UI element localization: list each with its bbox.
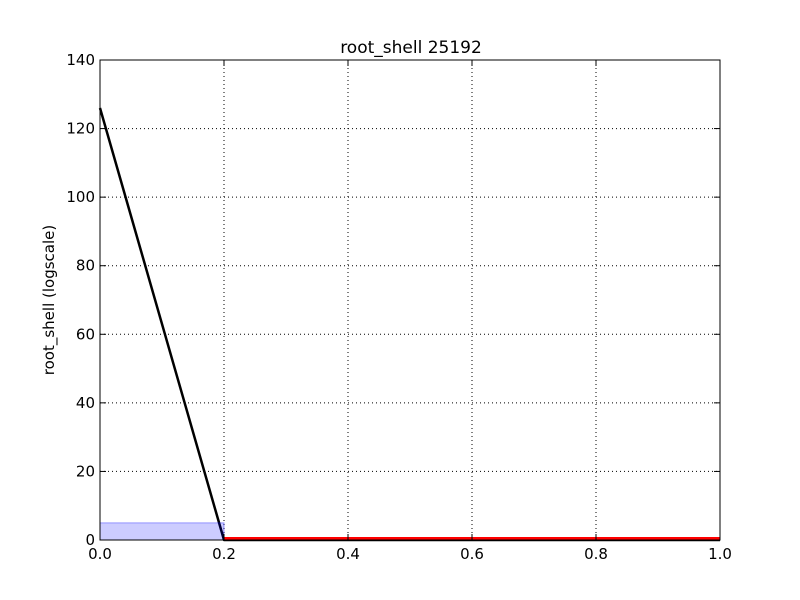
plot-series xyxy=(98,107,720,542)
x-tick-label: 0.0 xyxy=(88,545,112,563)
y-tick-label: 140 xyxy=(66,51,95,69)
y-tick-label: 40 xyxy=(76,394,95,412)
x-tick-label: 0.6 xyxy=(460,545,484,563)
y-tick-label: 80 xyxy=(76,257,95,275)
y-tick-label: 0 xyxy=(85,531,95,549)
x-tick-label: 0.4 xyxy=(336,545,360,563)
x-tick-label: 0.8 xyxy=(584,545,608,563)
y-axis-label: root_shell (logscale) xyxy=(40,225,59,375)
shaded-area-2 xyxy=(99,522,225,541)
axis-ticks: 0.0 0.2 0.4 0.6 0.8 1.0 0 20 40 60 80 100 120 140 xyxy=(66,51,732,563)
y-tick-label: 60 xyxy=(76,325,95,343)
y-tick-label: 20 xyxy=(76,462,95,480)
y-tick-label: 120 xyxy=(66,120,95,138)
plot-frame xyxy=(99,59,721,541)
grid xyxy=(100,60,720,540)
x-tick-label: 0.2 xyxy=(212,545,236,563)
chart-title: root_shell 25192 xyxy=(340,38,482,58)
y-tick-label: 100 xyxy=(66,188,95,206)
x-tick-label: 1.0 xyxy=(708,545,732,563)
series-line-0 xyxy=(98,107,720,542)
